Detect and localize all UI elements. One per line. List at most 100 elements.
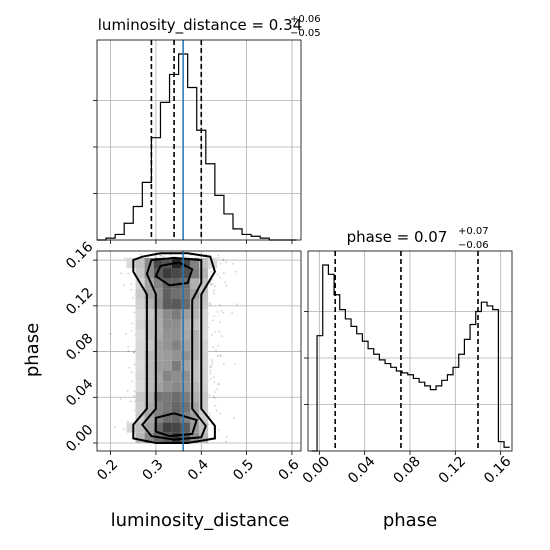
sample-point [209, 415, 212, 417]
sample-point [127, 345, 129, 348]
sample-point [225, 284, 228, 287]
sample-point [217, 383, 220, 386]
density-cell [171, 391, 181, 402]
phase-ytick-label-4: 0.16 [63, 239, 96, 272]
ld-histogram-steps [97, 53, 297, 241]
sample-point [210, 365, 212, 368]
density-cell [162, 381, 172, 392]
phase-xtick-label-4: 0.16 [481, 453, 514, 486]
phase-ytick-label-0: 0.00 [63, 422, 96, 455]
density-cell [135, 391, 145, 402]
sample-point [127, 349, 130, 352]
density-cell [153, 360, 163, 371]
luminosity-distance-histogram-panel [93, 39, 302, 244]
density-cell [153, 422, 163, 433]
sample-point [217, 383, 220, 385]
sample-point [236, 303, 239, 305]
density-cell [135, 340, 145, 351]
density-cell [199, 340, 209, 351]
density-cell [153, 350, 163, 361]
sample-point [159, 254, 162, 257]
density-cell [162, 391, 172, 402]
density-cell [135, 350, 145, 361]
phase-title-upper: +0.07 [458, 226, 489, 237]
two-d-density-panel: 0.2 0.3 0.4 0.5 0.6 0.00 0.04 0.08 0.12 0.16 [63, 239, 303, 484]
density-cell [135, 371, 145, 382]
sample-point [133, 363, 136, 366]
density-cell [153, 329, 163, 341]
sample-point [119, 397, 122, 400]
density-cell [153, 257, 163, 269]
density-cell [144, 329, 154, 341]
density-cell [144, 401, 154, 413]
density-cell [126, 422, 136, 433]
sample-point [216, 388, 219, 391]
sample-point [208, 394, 211, 396]
density-cell [171, 412, 181, 423]
density-cell [180, 401, 190, 413]
sample-point [220, 309, 223, 312]
density-cell [199, 309, 209, 320]
density-cell [171, 401, 181, 413]
density-cell [153, 309, 163, 320]
sample-point [213, 315, 215, 317]
density-cell [135, 422, 145, 433]
density-cell [135, 381, 145, 392]
sample-point [219, 412, 222, 415]
phase-histogram-steps [311, 264, 510, 452]
density-cell [189, 412, 199, 423]
density-cell [199, 257, 209, 269]
density-cell [180, 350, 190, 361]
density-cell [171, 350, 181, 361]
sample-point [127, 272, 129, 275]
density-cell [135, 329, 145, 341]
sample-point [130, 330, 133, 332]
density-cell [135, 268, 145, 279]
sample-point [210, 333, 213, 336]
sample-point [218, 330, 221, 333]
sample-point [133, 351, 135, 354]
density-cell [135, 360, 145, 371]
density-cell [153, 391, 163, 402]
density-cell [180, 288, 190, 299]
density-cell [153, 340, 163, 351]
sample-point [219, 321, 221, 324]
density-cell [199, 360, 209, 371]
density-cell [199, 319, 209, 330]
density-cell [189, 257, 199, 269]
density-cell [153, 288, 163, 299]
sample-point [132, 352, 135, 354]
density-cell [180, 422, 190, 433]
sample-point [220, 335, 223, 337]
sample-point [231, 312, 234, 314]
sample-point [210, 284, 212, 286]
ld-xtick-label-2: 0.4 [185, 457, 212, 484]
density-cell [189, 401, 199, 413]
sample-point [124, 257, 126, 260]
density-cell [171, 422, 181, 433]
density-cell [199, 278, 209, 289]
density-cell [171, 371, 181, 382]
density-cell [189, 319, 199, 330]
sample-point [209, 366, 212, 369]
sample-point [217, 344, 220, 347]
sample-point [129, 400, 132, 403]
density-cell [199, 299, 209, 310]
density-cell [171, 381, 181, 392]
sample-point [219, 262, 222, 265]
density-cell [162, 360, 172, 371]
density-cell [162, 309, 172, 320]
sample-point [133, 311, 136, 314]
sample-point [131, 322, 134, 325]
sample-point [114, 426, 116, 428]
density-cell [153, 401, 163, 413]
sample-point [214, 404, 217, 407]
sample-point [223, 272, 225, 275]
density-cell [135, 401, 145, 413]
density-cell [189, 371, 199, 382]
sample-point [128, 366, 131, 369]
density-cell [135, 319, 145, 330]
density-cell [162, 329, 172, 341]
density-cell [180, 309, 190, 320]
density-cell [180, 268, 190, 279]
